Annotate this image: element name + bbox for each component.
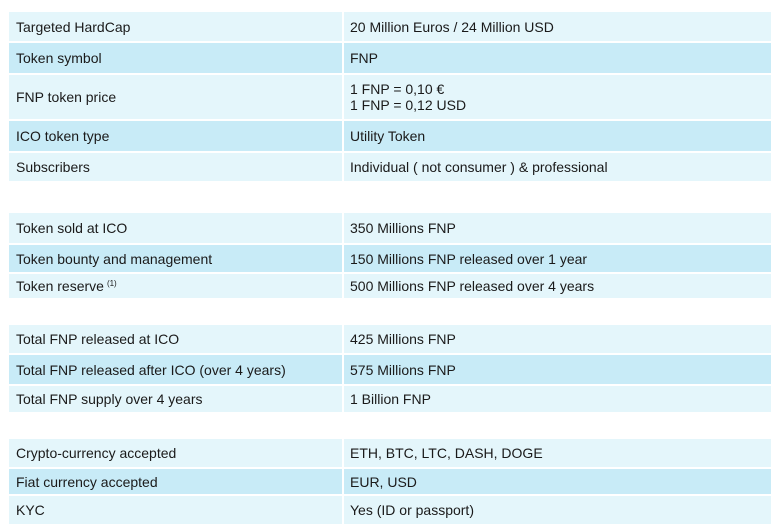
row-label-with-footnote: Token reserve (1) — [9, 274, 342, 298]
table-row-token-reserve: Token reserve (1) 500 Millions FNP releas… — [9, 274, 771, 298]
row-value: 350 Millions FNP — [344, 213, 771, 243]
row-value: 1 Billion FNP — [344, 386, 771, 412]
price-eur: 1 FNP = 0,10 € — [350, 81, 445, 97]
row-label: Token symbol — [9, 43, 342, 73]
row-label: Subscribers — [9, 153, 342, 181]
row-label: Token sold at ICO — [9, 213, 342, 243]
row-label: Total FNP released at ICO — [9, 325, 342, 353]
row-label: Fiat currency accepted — [9, 469, 342, 494]
row-value: 425 Millions FNP — [344, 325, 771, 353]
footnote-marker: (1) — [106, 279, 117, 288]
row-label: Total FNP supply over 4 years — [9, 386, 342, 412]
table-row-total-supply: Total FNP supply over 4 years 1 Billion … — [9, 386, 771, 412]
row-value: ETH, BTC, LTC, DASH, DOGE — [344, 439, 771, 467]
table-row-hardcap: Targeted HardCap 20 Million Euros / 24 M… — [9, 12, 771, 41]
row-label: KYC — [9, 496, 342, 524]
row-value: FNP — [344, 43, 771, 73]
row-label: Crypto-currency accepted — [9, 439, 342, 467]
row-label: Token reserve — [16, 278, 104, 294]
table-row-released-at-ico: Total FNP released at ICO 425 Millions F… — [9, 325, 771, 353]
table-row-token-price: FNP token price 1 FNP = 0,10 € 1 FNP = 0… — [9, 75, 771, 119]
table-row-token-sold: Token sold at ICO 350 Millions FNP — [9, 213, 771, 243]
row-value: 20 Million Euros / 24 Million USD — [344, 12, 771, 41]
row-label: Total FNP released after ICO (over 4 yea… — [9, 355, 342, 384]
row-label: Token bounty and management — [9, 245, 342, 272]
row-value: Individual ( not consumer ) & profession… — [344, 153, 771, 181]
row-value: Yes (ID or passport) — [344, 496, 771, 524]
row-value: Utility Token — [344, 121, 771, 151]
table-row-subscribers: Subscribers Individual ( not consumer ) … — [9, 153, 771, 181]
table-row-token-symbol: Token symbol FNP — [9, 43, 771, 73]
table-row-token-bounty: Token bounty and management 150 Millions… — [9, 245, 771, 272]
row-value: 150 Millions FNP released over 1 year — [344, 245, 771, 272]
row-value: EUR, USD — [344, 469, 771, 494]
row-label: FNP token price — [9, 75, 342, 119]
table-row-token-type: ICO token type Utility Token — [9, 121, 771, 151]
table-row-released-after-ico: Total FNP released after ICO (over 4 yea… — [9, 355, 771, 384]
row-value: 575 Millions FNP — [344, 355, 771, 384]
table-row-kyc: KYC Yes (ID or passport) — [9, 496, 771, 524]
table-row-crypto-accepted: Crypto-currency accepted ETH, BTC, LTC, … — [9, 439, 771, 467]
price-usd: 1 FNP = 0,12 USD — [350, 97, 467, 113]
table-row-fiat-accepted: Fiat currency accepted EUR, USD — [9, 469, 771, 494]
row-label: ICO token type — [9, 121, 342, 151]
row-value-multiline: 1 FNP = 0,10 € 1 FNP = 0,12 USD — [344, 75, 771, 119]
row-label: Targeted HardCap — [9, 12, 342, 41]
row-value: 500 Millions FNP released over 4 years — [344, 274, 771, 298]
